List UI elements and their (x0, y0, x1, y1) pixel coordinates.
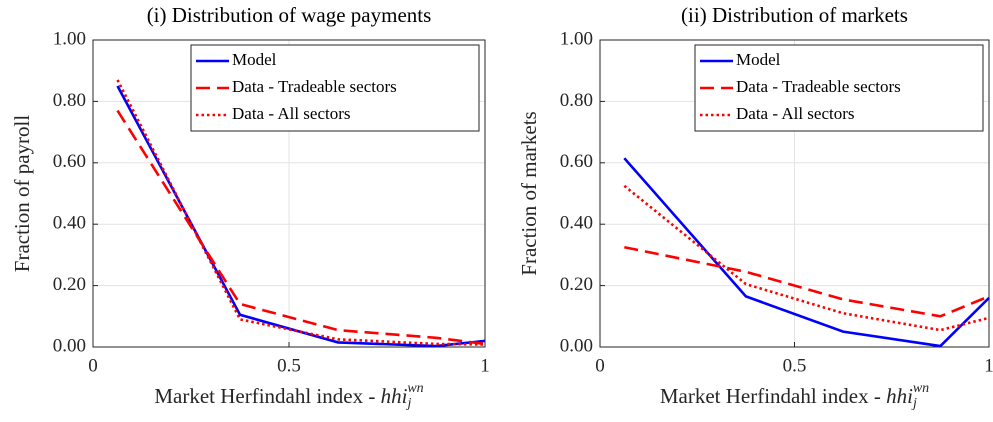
legend-label: Data - All sectors (232, 104, 351, 123)
axes-box (92, 39, 486, 348)
x-tick-label: 1 (984, 355, 993, 376)
series-line (623, 157, 990, 348)
series-line (624, 245, 990, 318)
x-axis-label-subscript: j (911, 396, 917, 411)
y-tick-label: 0.40 (560, 213, 593, 234)
x-tick-label: 1 (480, 355, 490, 376)
series-line (116, 79, 486, 346)
x-axis-label-subscript: j (405, 396, 411, 411)
x-axis-label: Market Herfindahl index - hhijwn (660, 381, 929, 411)
legend-label: Data - Tradeable sectors (736, 77, 901, 96)
y-tick-label: 1.00 (560, 28, 593, 49)
chart-title: (i) Distribution of wage payments (147, 3, 432, 27)
x-axis-label-text: Market Herfindahl index - (660, 384, 886, 408)
axes-box (599, 39, 990, 348)
x-axis-label-superscript: wn (407, 381, 423, 396)
x-tick-label: 0 (88, 355, 98, 376)
y-tick-label: 0.20 (53, 274, 86, 295)
legend-label: Model (736, 50, 781, 69)
chart-title: (ii) Distribution of markets (681, 3, 908, 27)
panel: 0.00 0.20 0.40 0.60 0.80 1.00 0 0.5 1 Model Data -… (10, 3, 490, 411)
legend-label: Model (232, 50, 277, 69)
y-axis-label: Fraction of markets (517, 111, 541, 275)
y-tick-label: 0.80 (560, 90, 593, 111)
y-tick-label: 0.00 (53, 335, 86, 356)
y-tick-label: 0.40 (53, 213, 86, 234)
x-axis-label-text: Market Herfindahl index - (154, 384, 380, 408)
x-axis-label-symbol: hhi (886, 384, 913, 408)
y-tick-label: 1.00 (53, 28, 86, 49)
legend-box (694, 44, 984, 132)
x-tick-label: 0.5 (783, 355, 807, 376)
y-tick-label: 0.60 (560, 151, 593, 172)
x-tick-label: 0 (595, 355, 605, 376)
y-tick-label: 0.60 (53, 151, 86, 172)
y-axis-label: Fraction of payroll (10, 115, 34, 273)
legend-box (190, 44, 480, 132)
y-tick-label: 0.00 (560, 335, 593, 356)
x-axis-label: Market Herfindahl index - hhijwn (154, 381, 423, 411)
legend-label: Data - Tradeable sectors (232, 77, 397, 96)
x-axis-label-symbol: hhi (381, 384, 408, 408)
x-tick-label: 0.5 (277, 355, 301, 376)
panel: 0.00 0.20 0.40 0.60 0.80 1.00 0 0.5 1 Model Data -… (517, 3, 993, 411)
series-line (116, 109, 486, 346)
y-tick-label: 0.20 (560, 274, 593, 295)
legend-label: Data - All sectors (736, 104, 855, 123)
x-axis-label-superscript: wn (913, 381, 929, 396)
y-tick-label: 0.80 (53, 90, 86, 111)
